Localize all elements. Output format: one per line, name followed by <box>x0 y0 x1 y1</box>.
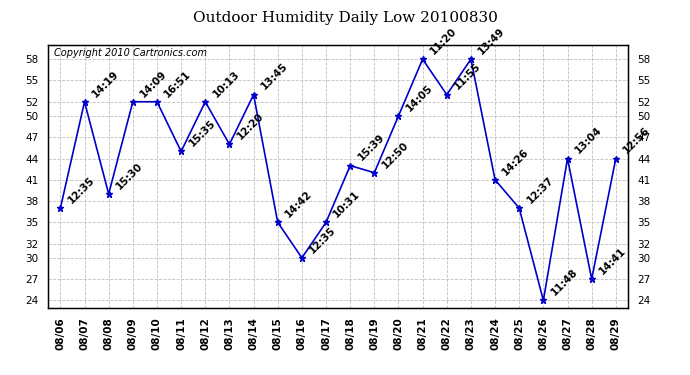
Text: 13:04: 13:04 <box>573 125 604 156</box>
Text: 14:09: 14:09 <box>139 69 169 99</box>
Text: 14:41: 14:41 <box>598 246 628 276</box>
Text: 11:55: 11:55 <box>453 62 483 92</box>
Text: 12:37: 12:37 <box>525 175 555 206</box>
Text: 10:31: 10:31 <box>332 189 362 220</box>
Text: 13:45: 13:45 <box>259 61 290 92</box>
Text: 14:42: 14:42 <box>284 189 314 220</box>
Text: 15:35: 15:35 <box>187 118 217 148</box>
Text: Outdoor Humidity Daily Low 20100830: Outdoor Humidity Daily Low 20100830 <box>193 11 497 25</box>
Text: 12:35: 12:35 <box>66 175 97 206</box>
Text: 11:20: 11:20 <box>428 26 459 56</box>
Text: 15:30: 15:30 <box>115 161 145 191</box>
Text: 11:48: 11:48 <box>549 267 580 298</box>
Text: 14:19: 14:19 <box>90 69 121 99</box>
Text: 16:51: 16:51 <box>163 69 193 99</box>
Text: 14:26: 14:26 <box>501 146 531 177</box>
Text: 12:56: 12:56 <box>622 125 652 156</box>
Text: 13:49: 13:49 <box>477 26 507 56</box>
Text: 12:50: 12:50 <box>380 140 411 170</box>
Text: Copyright 2010 Cartronics.com: Copyright 2010 Cartronics.com <box>54 48 207 58</box>
Text: 12:20: 12:20 <box>235 111 266 141</box>
Text: 10:13: 10:13 <box>211 69 241 99</box>
Text: 12:35: 12:35 <box>308 225 338 255</box>
Text: 14:05: 14:05 <box>404 82 435 113</box>
Text: 15:39: 15:39 <box>356 132 386 163</box>
